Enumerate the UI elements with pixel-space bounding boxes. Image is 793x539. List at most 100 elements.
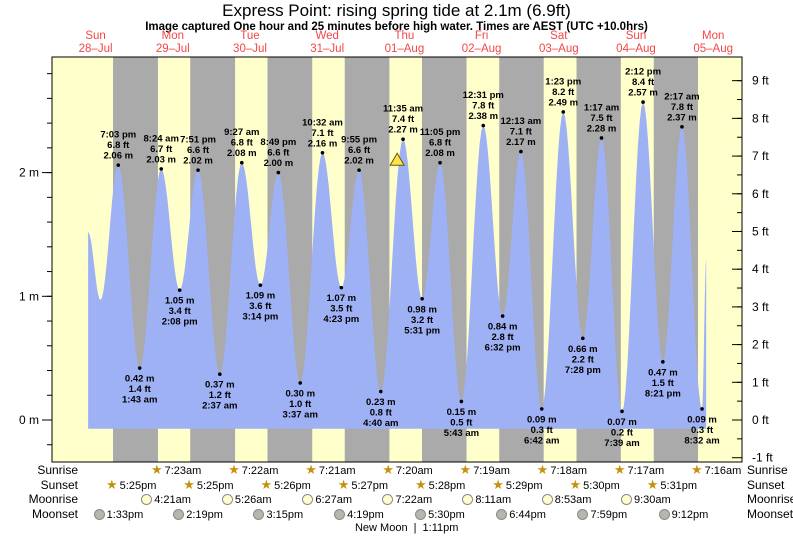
- tide-annotation-high: 2.57 m: [628, 88, 658, 99]
- astro-entry-moonset: 4:19pm: [334, 508, 384, 521]
- new-moon-separator: |: [413, 522, 420, 534]
- tide-annotation-high: 6.8 ft: [231, 138, 254, 149]
- tide-point-dot: [196, 168, 200, 172]
- tide-annotation-high: 2.08 m: [425, 148, 455, 159]
- moonrise-time: 5:26am: [234, 493, 272, 506]
- tide-annotation-low: 0.30 m: [285, 388, 315, 399]
- astro-entry-sunset: ★ 5:31pm: [647, 478, 698, 492]
- tide-point-dot: [258, 283, 263, 287]
- tide-point-dot: [599, 136, 604, 140]
- right-axis-label: 6 ft: [752, 187, 769, 201]
- moonrise-time: 7:22am: [395, 493, 433, 506]
- tide-annotation-high: 2.17 m: [506, 137, 536, 148]
- tide-point-dot: [379, 389, 383, 394]
- tide-point-dot: [459, 399, 464, 404]
- sunrise-time: 7:23am: [164, 464, 202, 477]
- tide-annotation-low: 0.3 ft: [691, 425, 714, 436]
- tide-annotation-high: 10:32 am: [302, 117, 343, 128]
- tide-annotation-high: 7.8 ft: [671, 102, 694, 113]
- tide-annotation-low: 1.07 m: [327, 293, 357, 304]
- tide-annotation-high: 8:24 am: [144, 133, 179, 144]
- left-axis-label: 2 m: [19, 166, 39, 180]
- day-name-label: Sat: [550, 30, 568, 42]
- sunset-time: 5:29pm: [505, 479, 543, 492]
- tide-annotation-low: 3.4 ft: [169, 306, 192, 317]
- sunrise-time: 7:17am: [627, 464, 665, 477]
- tide-annotation-low: 1.0 ft: [289, 399, 312, 410]
- tide-annotation-high: 1:23 pm: [545, 76, 581, 87]
- astro-entry-sunrise: ★ 7:21am: [305, 463, 355, 477]
- astro-entry-moonset: 3:15pm: [253, 508, 303, 521]
- tide-annotation-high: 2.08 m: [227, 148, 257, 159]
- day-date-label: 01–Aug: [385, 43, 425, 55]
- sunrise-time: 7:19am: [473, 464, 510, 477]
- tide-annotation-high: 2.03 m: [146, 154, 176, 165]
- sunrise-time: 7:16am: [704, 464, 742, 477]
- tide-point-dot: [661, 360, 665, 364]
- tide-annotation-high: 2.02 m: [183, 156, 213, 167]
- astro-entry-sunset: ★ 5:28pm: [415, 478, 465, 492]
- tide-annotation-high: 2.37 m: [667, 112, 697, 123]
- tide-annotation-high: 6.6 ft: [187, 145, 210, 156]
- moonrise-time: 4:21am: [154, 493, 191, 506]
- tide-annotation-low: 5:43 am: [444, 428, 479, 439]
- moonrise-time: 8:11am: [475, 493, 512, 506]
- tide-point-dot: [680, 125, 684, 129]
- tide-annotation-low: 8:21 pm: [645, 388, 681, 399]
- tide-point-dot: [519, 149, 523, 154]
- sunset-time: 5:31pm: [660, 479, 698, 492]
- tide-annotation-low: 2:08 pm: [162, 317, 198, 328]
- tide-annotation-high: 2.49 m: [548, 97, 578, 108]
- tide-annotation-low: 0.5 ft: [450, 417, 473, 428]
- tide-plot: 0 m 1 m 2 m -1 ft 0 ft 1 ft 2 ft 3 ft 4 ft 5 ft 6 …: [19, 30, 773, 465]
- tide-annotation-high: 7.4 ft: [392, 114, 415, 125]
- new-moon-label: New Moon: [354, 522, 411, 534]
- astro-entry-moonrise: 8:11am: [462, 493, 511, 506]
- astro-entry-moonset: 7:59pm: [577, 508, 627, 521]
- moonset-time: 6:44pm: [509, 508, 546, 521]
- astro-entry-sunrise: ★ 7:19am: [460, 463, 510, 477]
- day-name-label: Fri: [475, 30, 488, 42]
- tide-annotation-high: 2.02 m: [344, 156, 374, 167]
- sunset-star-icon: ★: [569, 476, 582, 492]
- row-label-left-moonrise: Moonrise: [28, 492, 78, 506]
- astro-entry-moonrise: 6:27am: [302, 493, 352, 506]
- astro-entry-moonset: 6:44pm: [496, 508, 546, 521]
- tide-annotation-high: 2.06 m: [103, 151, 133, 162]
- moonset-time: 5:30pm: [428, 508, 465, 521]
- astro-entry-sunset: ★ 5:25pm: [183, 478, 234, 492]
- astro-entry-sunset: ★ 5:29pm: [492, 478, 543, 492]
- tide-annotation-high: 7:51 pm: [180, 135, 216, 146]
- day-name-label: Sun: [626, 30, 646, 42]
- tide-annotation-low: 0.15 m: [447, 407, 477, 418]
- sunset-star-icon: ★: [106, 476, 118, 492]
- right-axis-label: -1 ft: [752, 451, 773, 465]
- row-label-right-moonset: Moonset: [747, 507, 793, 521]
- row-label-right-moonrise: Moonrise: [747, 492, 793, 506]
- sunrise-time: 7:20am: [396, 464, 433, 477]
- tide-annotation-high: 2.27 m: [388, 125, 418, 136]
- tide-point-dot: [137, 366, 142, 370]
- day-date-label: 29–Jul: [156, 43, 190, 55]
- tide-annotation-low: 1.09 m: [246, 291, 276, 302]
- astro-entry-sunset: ★ 5:30pm: [569, 476, 619, 492]
- tide-annotation-low: 1:43 am: [122, 395, 157, 406]
- row-label-right-sunset: Sunset: [747, 478, 785, 492]
- tide-annotation-low: 7:28 pm: [565, 365, 601, 376]
- sunset-time: 5:26pm: [274, 479, 311, 492]
- tide-annotation-low: 4:23 pm: [323, 314, 359, 325]
- tide-annotation-high: 11:05 pm: [420, 127, 461, 138]
- moonrise-moon-icon: [620, 494, 632, 505]
- astro-entry-sunrise: ★ 7:22am: [228, 461, 278, 477]
- plot-border: [51, 56, 743, 463]
- new-moon-note: New Moon | 1:11pm: [355, 522, 461, 534]
- sunrise-star-icon: ★: [228, 461, 240, 477]
- day-date-label: 03–Aug: [539, 43, 579, 55]
- sunset-time: 5:25pm: [196, 479, 234, 492]
- capture-marker-triangle: [389, 152, 406, 166]
- tide-annotation-low: 0.42 m: [125, 374, 155, 385]
- tide-annotation-low: 3.2 ft: [411, 315, 434, 326]
- day-date-label: 28–Jul: [79, 43, 113, 55]
- tide-annotation-low: 7:39 am: [604, 438, 639, 449]
- tide-point-dot: [239, 160, 244, 165]
